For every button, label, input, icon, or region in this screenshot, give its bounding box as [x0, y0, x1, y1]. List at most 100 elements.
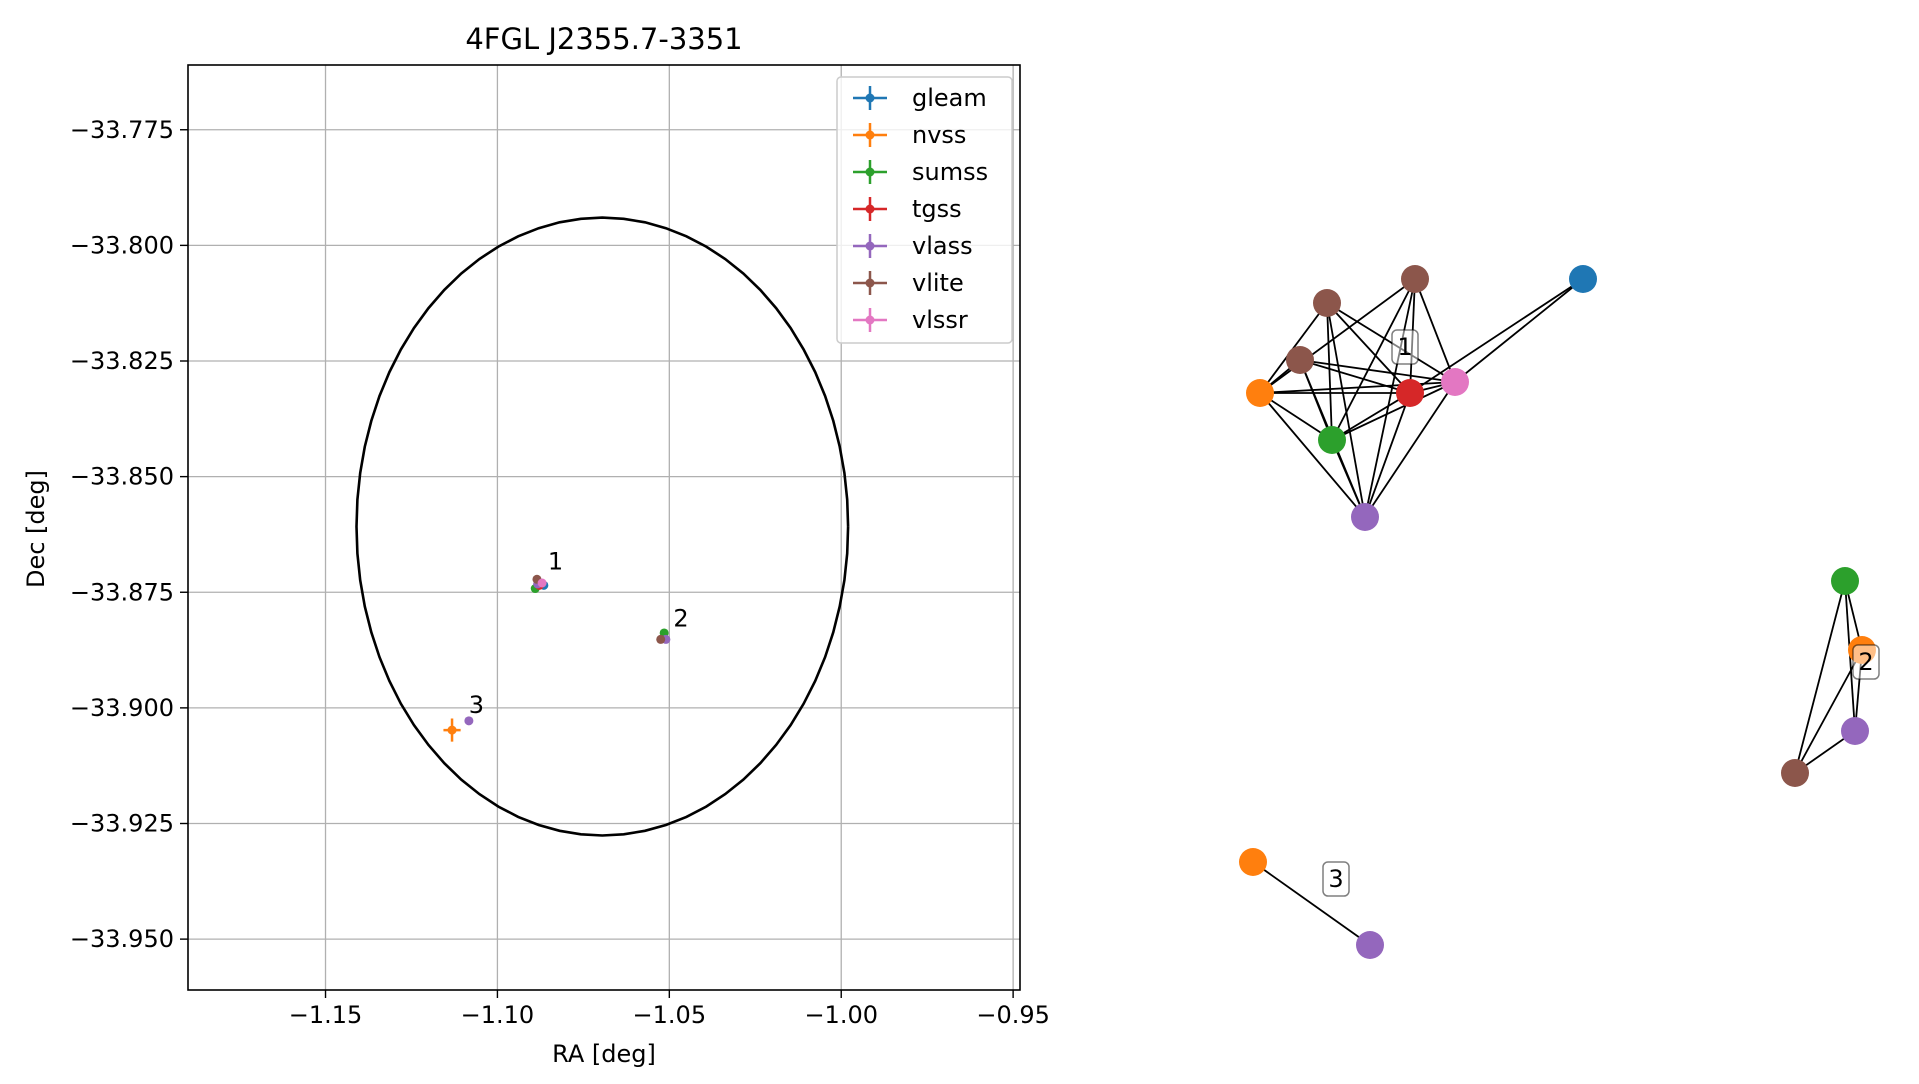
cluster-label-3: 3 — [1322, 861, 1350, 897]
legend-label: gleam — [912, 84, 987, 112]
x-tick-label: −0.95 — [976, 1001, 1050, 1029]
legend-label: vlite — [912, 269, 964, 297]
graph-edge — [1794, 649, 1863, 774]
graph-edge — [1259, 381, 1456, 394]
legend-item-vlite: vlite — [853, 269, 964, 297]
vlite-marker — [656, 634, 666, 644]
graph-edge — [1326, 302, 1411, 394]
graph-edge — [1259, 392, 1333, 441]
graph-node-tgss — [1396, 379, 1424, 407]
legend-item-tgss: tgss — [853, 195, 962, 223]
legend-handle-marker — [865, 278, 875, 288]
cluster-label-box — [1391, 329, 1419, 365]
legend-item-nvss: nvss — [853, 121, 966, 149]
cluster-label-box — [1322, 861, 1350, 897]
graph-edge — [1259, 278, 1416, 394]
cluster-labels: 1 2 3 — [1322, 329, 1880, 897]
x-tick-label: −1.05 — [633, 1001, 707, 1029]
y-tick-label: −33.800 — [70, 231, 174, 259]
point-annotation: 2 — [673, 604, 688, 632]
legend-item-vlssr: vlssr — [853, 306, 968, 334]
graph-node-vlite — [1781, 759, 1809, 787]
graph-edge — [1252, 861, 1371, 946]
graph-node-vlite — [1286, 346, 1314, 374]
ellipse-layer — [355, 216, 850, 837]
y-tick-label: −33.825 — [70, 347, 174, 375]
graph-node-vlssr — [1441, 368, 1469, 396]
graph-edge — [1331, 278, 1416, 441]
legend-label: tgss — [912, 195, 962, 223]
graph-edge — [1331, 381, 1456, 441]
legend-label: vlass — [912, 232, 973, 260]
y-tick-label: −33.900 — [70, 694, 174, 722]
x-axis-label: RA [deg] — [552, 1040, 656, 1068]
legend-frame — [836, 76, 1013, 344]
nvss-point — [443, 718, 461, 742]
legend-label: sumss — [912, 158, 988, 186]
scatter-plot-panel: 4FGL J2355.7-3351 123 −1.15 −1.10 −1.05 −1.… — [22, 22, 1050, 1068]
data-points — [443, 574, 671, 742]
cluster-label-text: 3 — [1328, 865, 1343, 893]
cluster-label-2: 2 — [1852, 644, 1880, 680]
graph-node-vlass — [1351, 503, 1379, 531]
legend: gleam nvss sumss tgss vlass vlite vlssr — [836, 76, 1013, 344]
graph-edge — [1364, 278, 1416, 518]
vlssr-marker — [537, 578, 547, 588]
graph-edge — [1364, 392, 1411, 518]
cluster-label-1: 1 — [1391, 329, 1419, 365]
graph-edge — [1409, 278, 1584, 394]
y-tick-label: −33.850 — [70, 463, 174, 491]
point-annotation: 3 — [469, 691, 484, 719]
point-annotation: 1 — [548, 547, 563, 575]
graph-node-gleam — [1569, 265, 1597, 293]
nvss-marker — [447, 725, 457, 735]
legend-handle-marker — [865, 130, 875, 140]
graph-edge — [1414, 278, 1456, 383]
y-axis-label: Dec [deg] — [22, 470, 50, 588]
x-tick-label: −1.10 — [461, 1001, 535, 1029]
y-tick-label: −33.925 — [70, 810, 174, 838]
graph-edge — [1326, 302, 1333, 441]
graph-edge — [1326, 302, 1456, 383]
graph-edge — [1326, 302, 1366, 518]
graph-node-vlass — [1356, 931, 1384, 959]
plot-frame — [187, 64, 1021, 991]
legend-label: vlssr — [912, 306, 968, 334]
error-ellipse — [355, 216, 850, 837]
vlssr-point — [537, 578, 547, 588]
graph-node-sumss — [1318, 426, 1346, 454]
vlass-point — [464, 716, 474, 726]
cluster-label-text: 2 — [1858, 648, 1873, 676]
legend-handle-marker — [865, 241, 875, 251]
vlite-point — [656, 634, 666, 644]
graph-node-sumss — [1831, 567, 1859, 595]
graph-edges — [1252, 278, 1863, 946]
graph-edge — [1299, 359, 1456, 383]
graph-node-nvss — [1246, 379, 1274, 407]
graph-edge — [1454, 278, 1584, 383]
legend-handle-marker — [865, 93, 875, 103]
legend-handle-marker — [865, 167, 875, 177]
graph-edge — [1364, 381, 1456, 518]
point-annotations: 1 2 3 — [469, 547, 689, 718]
x-axis-ticks: −1.15 −1.10 −1.05 −1.00 −0.95 — [289, 990, 1050, 1029]
y-axis-ticks: −33.775 −33.800 −33.825 −33.850 −33.875 −33.9… — [70, 116, 188, 953]
grid-lines — [188, 65, 1020, 990]
graph-edge — [1299, 359, 1411, 394]
legend-item-gleam: gleam — [853, 84, 987, 112]
legend-item-vlass: vlass — [853, 232, 973, 260]
graph-nodes — [1239, 265, 1876, 959]
legend-label: nvss — [912, 121, 966, 149]
network-graph-panel: 1 2 3 — [1239, 265, 1880, 959]
y-tick-label: −33.775 — [70, 116, 174, 144]
y-tick-label: −33.875 — [70, 578, 174, 606]
legend-item-sumss: sumss — [853, 158, 988, 186]
legend-handle-marker — [865, 315, 875, 325]
x-tick-label: −1.15 — [289, 1001, 363, 1029]
y-tick-label: −33.950 — [70, 925, 174, 953]
graph-edge — [1331, 392, 1411, 441]
graph-edge — [1794, 580, 1846, 774]
graph-node-nvss — [1239, 848, 1267, 876]
